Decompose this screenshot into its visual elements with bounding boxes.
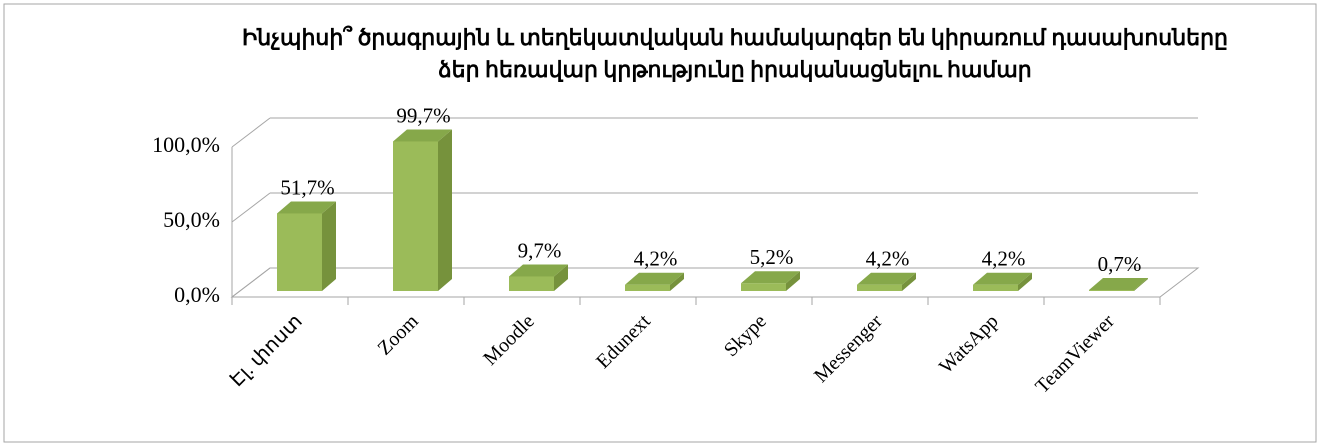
grid-wall-side <box>231 192 271 223</box>
bar <box>509 264 568 291</box>
bar-side <box>786 271 800 291</box>
bar <box>277 201 336 291</box>
bar-top <box>509 264 568 277</box>
bar <box>1089 277 1148 291</box>
y-tick-label: 50,0% <box>163 207 220 232</box>
bar <box>857 272 916 291</box>
floor <box>230 267 1200 298</box>
bar-front <box>393 141 438 291</box>
bar-side <box>670 272 684 291</box>
bar-top <box>625 272 684 285</box>
y-tick-label: 100,0% <box>152 132 220 157</box>
data-label: 4,2% <box>634 247 678 271</box>
bar <box>741 271 800 291</box>
bar-front <box>625 284 670 291</box>
bar-top <box>973 272 1032 285</box>
bar <box>393 129 452 291</box>
bar-top <box>1089 277 1148 290</box>
bar-side <box>322 201 336 291</box>
bar <box>625 272 684 291</box>
chart-title: Ինչպիսի՞ ծրագրային և տեղեկատվական համակա… <box>242 25 1228 50</box>
data-label: 4,2% <box>982 247 1026 271</box>
bar-side <box>1018 272 1032 291</box>
y-tick-label: 0,0% <box>174 282 220 307</box>
bar-front <box>741 283 786 291</box>
data-label: 99,7% <box>396 103 450 127</box>
bar-front <box>973 284 1018 291</box>
chart-border <box>3 3 1317 443</box>
bar-front <box>277 213 322 291</box>
bar-top <box>277 201 336 214</box>
grid-wall-side <box>231 267 271 298</box>
data-label: 0,7% <box>1098 252 1142 276</box>
bar-side <box>1134 277 1148 291</box>
data-label: 9,7% <box>518 238 562 262</box>
data-label: 51,7% <box>280 175 334 199</box>
chart-title: ձեր հեռավար կրթությունը իրականացնելու հա… <box>438 57 1031 83</box>
grid-line <box>231 117 1198 148</box>
grid-wall-side <box>231 117 271 148</box>
data-label: 4,2% <box>866 247 910 271</box>
bar-top <box>857 272 916 285</box>
bar-front <box>1089 289 1134 291</box>
bar-side <box>438 129 452 291</box>
bar-top <box>393 129 452 142</box>
bar <box>973 272 1032 291</box>
bar-front <box>509 276 554 291</box>
bar-side <box>554 264 568 291</box>
bar-side <box>902 272 916 291</box>
bar-front <box>857 284 902 291</box>
bar-top <box>741 271 800 284</box>
data-label: 5,2% <box>750 245 794 269</box>
